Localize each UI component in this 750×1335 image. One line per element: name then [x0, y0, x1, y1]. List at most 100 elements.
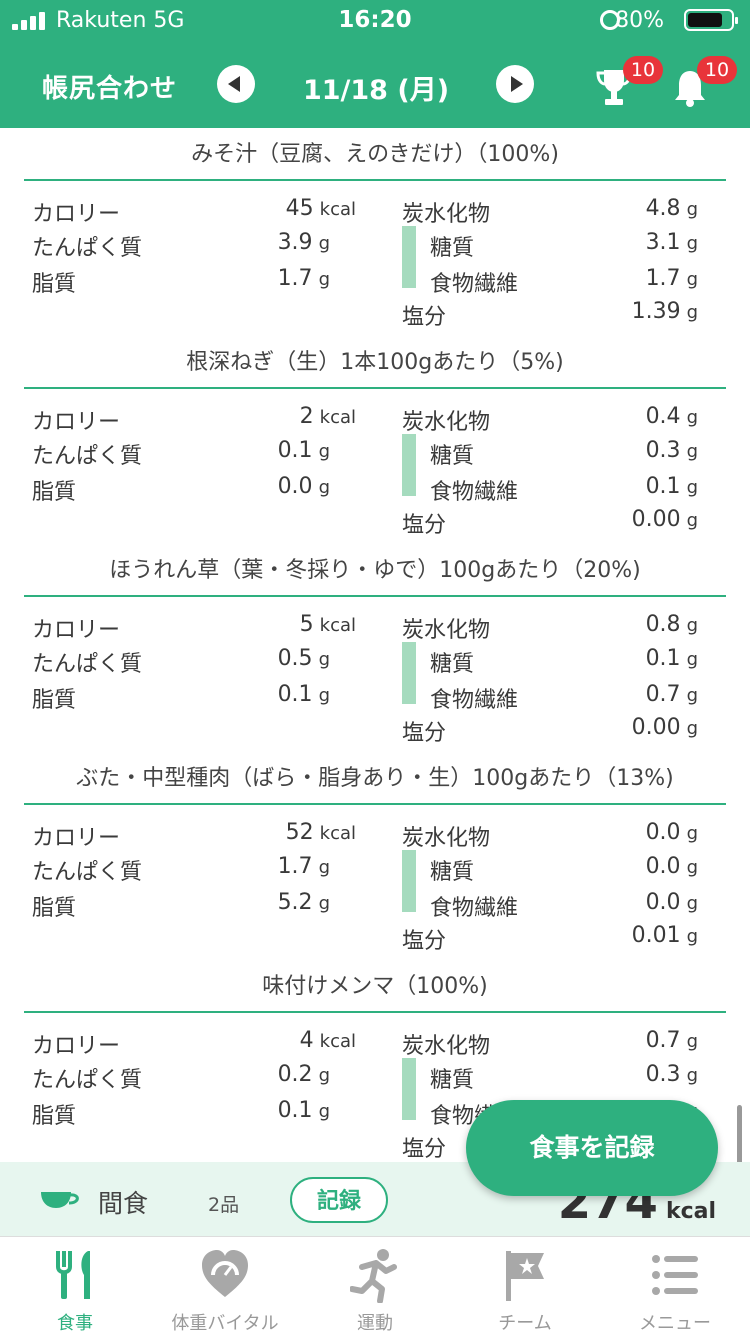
- nutrient-unit: g: [318, 441, 330, 462]
- nutrient-unit: g: [686, 199, 698, 220]
- sugar-row-value: 0.3 g: [646, 1062, 698, 1087]
- carb-row-label: 炭水化物: [402, 618, 491, 643]
- bell-icon[interactable]: [672, 68, 708, 108]
- fat-row-label: 脂質: [32, 896, 77, 921]
- protein-row-label: たんぱく質: [32, 1068, 143, 1093]
- fiber-row-value: 0.1 g: [646, 474, 698, 499]
- chevron-right-icon: [511, 76, 523, 92]
- nutrient-unit: g: [318, 1065, 330, 1086]
- nutrient-number: 1.7: [277, 854, 313, 879]
- protein-row-value: 0.1 g: [278, 438, 330, 463]
- nutrient-number: 0.0: [645, 820, 681, 845]
- flag-icon: [506, 1251, 544, 1301]
- tab-label: チーム: [498, 1313, 552, 1334]
- carb-breakdown-bar: [402, 850, 416, 912]
- nutrient-unit: g: [686, 407, 698, 428]
- nutrient-number: 52: [285, 820, 314, 845]
- tab-meal[interactable]: 食事: [0, 1237, 150, 1335]
- next-day-button[interactable]: [496, 65, 534, 103]
- scrollbar[interactable]: [737, 1105, 742, 1162]
- fat-row-label: 脂質: [32, 480, 77, 505]
- sugar-row-label: 糖質: [430, 652, 475, 677]
- tab-exercise[interactable]: 運動: [300, 1237, 450, 1335]
- carb-row-value: 0.0 g: [646, 820, 698, 845]
- calorie-row-label: カロリー: [32, 202, 121, 227]
- food-name: 根深ねぎ（生）1本100gあたり（5%): [186, 350, 564, 375]
- nutrient-number: 0.3: [645, 438, 681, 463]
- food-item[interactable]: 根深ねぎ（生）1本100gあたり（5%) カロリー 2 kcal たんぱく質 0.1 g 脂質…: [24, 344, 726, 552]
- record-meal-button[interactable]: 食事を記録: [466, 1100, 718, 1196]
- fiber-row-label: 食物繊維: [430, 480, 519, 505]
- heart-scale-icon: [202, 1250, 248, 1297]
- food-divider: [24, 803, 726, 805]
- carb-breakdown-bar: [402, 434, 416, 496]
- fat-row-value: 5.2 g: [278, 890, 330, 915]
- nutrient-unit: g: [686, 718, 698, 739]
- record-snack-button[interactable]: 記録: [290, 1177, 388, 1223]
- tab-menu[interactable]: メニュー: [600, 1237, 750, 1335]
- fat-row-value: 0.1 g: [278, 682, 330, 707]
- fiber-row-label: 食物繊維: [430, 688, 519, 713]
- nutrient-unit: g: [686, 441, 698, 462]
- protein-row-label: たんぱく質: [32, 236, 143, 261]
- calorie-row-value: 45 kcal: [286, 196, 356, 221]
- salt-row-label: 塩分: [402, 721, 447, 746]
- prev-day-button[interactable]: [217, 65, 255, 103]
- food-item[interactable]: みそ汁（豆腐、えのきだけ）（100%) カロリー 45 kcal たんぱく質 3.9 g 脂質…: [24, 136, 726, 344]
- food-item[interactable]: ぶた・中型種肉（ばら・脂身あり・生）100gあたり（13%) カロリー 52 kcal…: [24, 760, 726, 968]
- salt-row-value: 1.39 g: [632, 299, 698, 324]
- nutrient-unit: g: [686, 233, 698, 254]
- nutrient-number: 0.7: [645, 1028, 681, 1053]
- menu-list-icon: [652, 1255, 698, 1295]
- calorie-row-label: カロリー: [32, 826, 121, 851]
- snack-label: 間食: [98, 1189, 149, 1218]
- nutrient-unit: g: [686, 685, 698, 706]
- food-divider: [24, 1011, 726, 1013]
- nutrient-number: 1.7: [277, 266, 313, 291]
- page-title: 帳尻合わせ: [42, 74, 178, 104]
- food-list[interactable]: みそ汁（豆腐、えのきだけ）（100%) カロリー 45 kcal たんぱく質 3.9 g 脂質…: [0, 128, 750, 1162]
- nutrient-number: 0.1: [645, 474, 681, 499]
- fat-row-label: 脂質: [32, 688, 77, 713]
- nutrient-number: 0.3: [645, 1062, 681, 1087]
- nutrient-number: 0.1: [277, 438, 313, 463]
- tab-team[interactable]: チーム: [450, 1237, 600, 1335]
- carb-breakdown-bar: [402, 642, 416, 704]
- nutrient-unit: g: [318, 649, 330, 670]
- food-item[interactable]: ほうれん草（葉・冬採り・ゆで）100gあたり（20%) カロリー 5 kcal たんぱく…: [24, 552, 726, 760]
- trophy-icon[interactable]: [596, 68, 632, 108]
- protein-row-label: たんぱく質: [32, 652, 143, 677]
- salt-row-label: 塩分: [402, 929, 447, 954]
- nutrient-unit: g: [318, 685, 330, 706]
- nutrient-number: 0.2: [277, 1062, 313, 1087]
- calorie-row-label: カロリー: [32, 618, 121, 643]
- nutrient-unit: g: [686, 926, 698, 947]
- food-divider: [24, 387, 726, 389]
- food-name: ほうれん草（葉・冬採り・ゆで）100gあたり（20%): [109, 558, 641, 583]
- sugar-row-label: 糖質: [430, 236, 475, 261]
- nutrient-unit: kcal: [319, 823, 356, 844]
- calorie-row-value: 4 kcal: [300, 1028, 356, 1053]
- sugar-row-label: 糖質: [430, 860, 475, 885]
- nutrient-number: 0.0: [645, 854, 681, 879]
- salt-row-value: 0.00 g: [632, 715, 698, 740]
- salt-row-label: 塩分: [402, 1137, 447, 1162]
- protein-row-value: 3.9 g: [278, 230, 330, 255]
- sugar-row-value: 0.1 g: [646, 646, 698, 671]
- tab-bar: 食事 体重バイタル 運動 チーム メニュー: [0, 1236, 750, 1335]
- food-name: ぶた・中型種肉（ばら・脂身あり・生）100gあたり（13%): [76, 766, 674, 791]
- nutrient-unit: g: [686, 302, 698, 323]
- food-item[interactable]: 味付けメンマ（100%) カロリー 4 kcal たんぱく質 0.2 g 脂質 0.1 g 炭水化物…: [24, 968, 726, 1162]
- nutrient-number: 0.00: [631, 715, 681, 740]
- nutrient-unit: g: [686, 649, 698, 670]
- status-bar: Rakuten 5G 16:20 80%: [0, 0, 750, 42]
- app-header: Rakuten 5G 16:20 80% 帳尻合わせ 11/18 (月) 10 …: [0, 0, 750, 128]
- carb-breakdown-bar: [402, 1058, 416, 1120]
- nutrient-unit: g: [318, 857, 330, 878]
- tab-weight-vital[interactable]: 体重バイタル: [150, 1237, 300, 1335]
- nutrient-unit: g: [686, 823, 698, 844]
- clock: 16:20: [338, 7, 412, 33]
- nutrient-number: 4.8: [645, 196, 681, 221]
- carb-row-value: 0.7 g: [646, 1028, 698, 1053]
- chevron-left-icon: [228, 76, 240, 92]
